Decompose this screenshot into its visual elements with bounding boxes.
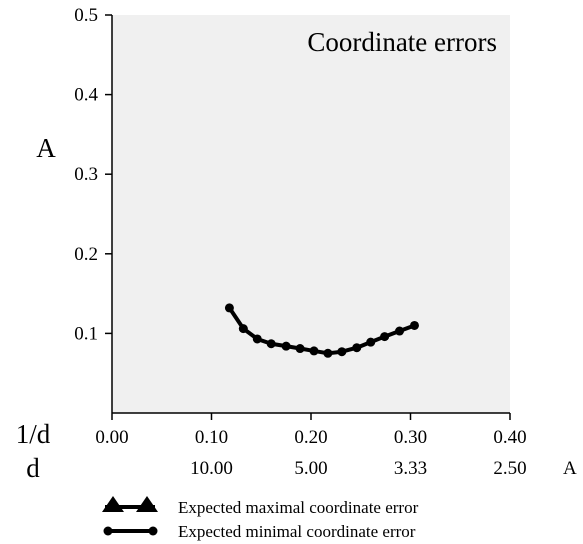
- y-tick-label: 0.1: [74, 323, 98, 344]
- data-point: [238, 324, 248, 334]
- data-point: [266, 339, 276, 349]
- y-ticks: 0.1 0.2 0.3 0.4 0.5: [74, 5, 112, 344]
- data-point: [309, 346, 319, 356]
- series-group: [224, 303, 419, 358]
- y-axis-label: A: [36, 133, 56, 163]
- data-point: [366, 337, 376, 347]
- legend-label-max: Expected maximal coordinate error: [178, 498, 419, 517]
- legend-triangle-left: [102, 496, 124, 512]
- x-tick-label-1-over-d: 0.00: [95, 427, 128, 448]
- x-axis-unit: A: [563, 458, 577, 479]
- x-ticks: 0.00 0.10 0.20 0.30 0.40 10.00 5.00 3.33 2.50: [95, 413, 527, 479]
- legend-dot-right: [148, 526, 158, 536]
- data-point: [224, 303, 234, 313]
- data-point: [323, 348, 333, 358]
- y-tick-label: 0.2: [74, 244, 98, 265]
- data-point: [295, 344, 305, 354]
- y-tick-label: 0.4: [74, 85, 98, 106]
- x-tick-label-d: 2.50: [493, 458, 526, 479]
- data-point: [409, 320, 419, 330]
- x-tick-label-d: 5.00: [294, 458, 327, 479]
- data-point: [352, 343, 362, 353]
- data-point: [337, 347, 347, 357]
- legend: Expected maximal coordinate error Expect…: [102, 496, 419, 541]
- legend-label-min: Expected minimal coordinate error: [178, 522, 416, 541]
- x-tick-label-1-over-d: 0.20: [294, 427, 327, 448]
- x-tick-label-1-over-d: 0.30: [394, 427, 427, 448]
- chart-title: Coordinate errors: [307, 27, 497, 57]
- data-point: [252, 334, 262, 344]
- data-point: [380, 332, 390, 342]
- legend-item-min: Expected minimal coordinate error: [103, 522, 416, 541]
- x-tick-label-d: 3.33: [394, 458, 427, 479]
- data-point: [281, 341, 291, 351]
- data-point: [395, 326, 405, 336]
- legend-dot-left: [103, 526, 113, 536]
- plot-area: [112, 15, 510, 413]
- y-tick-label: 0.5: [74, 5, 98, 26]
- y-tick-label: 0.3: [74, 164, 98, 185]
- x-tick-label-1-over-d: 0.10: [195, 427, 228, 448]
- x-tick-label-1-over-d: 0.40: [493, 427, 526, 448]
- x-axis-label-1-over-d: 1/d: [16, 419, 51, 449]
- legend-item-max: Expected maximal coordinate error: [102, 496, 419, 517]
- x-axis-label-d: d: [26, 453, 40, 483]
- x-tick-label-d: 10.00: [190, 458, 233, 479]
- legend-triangle-right: [136, 496, 158, 512]
